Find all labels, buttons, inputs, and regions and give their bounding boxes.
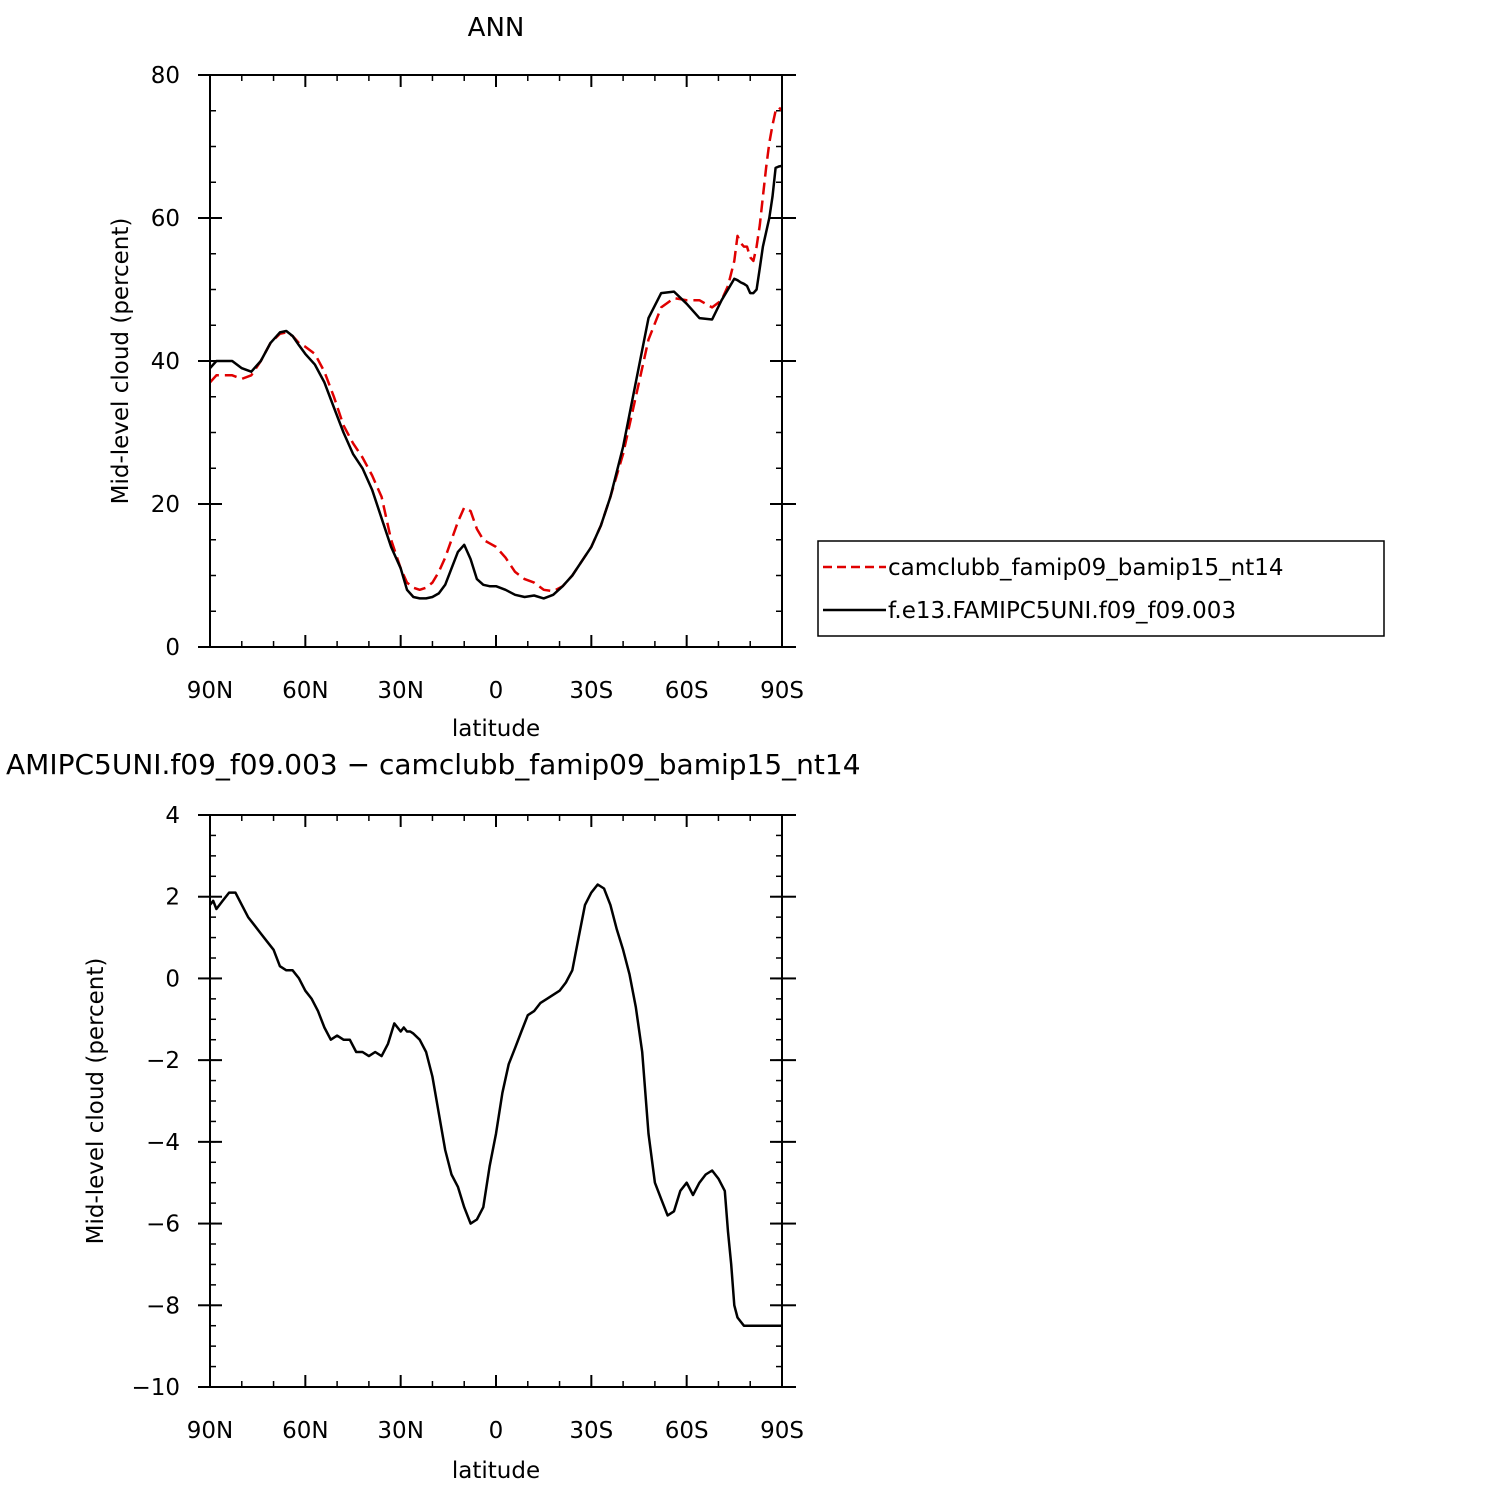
top-y-tick-label: 20 bbox=[151, 492, 180, 518]
bottom-y-tick-label: −8 bbox=[146, 1293, 180, 1319]
top-y-tick-label: 0 bbox=[165, 635, 180, 661]
bottom-x-tick-label: 90S bbox=[760, 1418, 804, 1444]
bottom-plot-frame bbox=[209, 814, 783, 1388]
top-x-tick-label: 60S bbox=[665, 678, 709, 704]
top-series-group bbox=[209, 105, 783, 600]
bottom-x-tick-label: 30N bbox=[377, 1418, 423, 1444]
top-x-tick-label: 90N bbox=[187, 678, 233, 704]
bottom-x-tick-label: 90N bbox=[187, 1418, 233, 1444]
bottom-y-axis-label: Mid-level cloud (percent) bbox=[83, 958, 109, 1245]
bottom-x-tick-label: 60S bbox=[665, 1418, 709, 1444]
top-series-line-1 bbox=[209, 164, 783, 600]
legend: camclubb_famip09_bamip15_nt14 f.e13.FAMI… bbox=[817, 540, 1385, 637]
top-y-tick-label: 60 bbox=[151, 206, 180, 232]
top-chart-title: ANN bbox=[468, 13, 525, 43]
top-x-axis-label: latitude bbox=[452, 716, 540, 742]
bottom-y-tick-label: −4 bbox=[146, 1130, 180, 1156]
bottom-y-tick-label: 0 bbox=[165, 966, 180, 992]
bottom-x-tick-label: 60N bbox=[282, 1418, 328, 1444]
top-y-tick-label: 80 bbox=[151, 63, 180, 89]
legend-box bbox=[817, 540, 1385, 637]
bottom-y-tick-label: 2 bbox=[165, 885, 180, 911]
legend-label-fe13: f.e13.FAMIPC5UNI.f09_f09.003 bbox=[888, 598, 1236, 624]
bottom-ticks: 90N 60N 30N 0 30S 60S 90S −10 −8 −6 −4 −2 0 2 4 bbox=[131, 803, 803, 1444]
top-x-tick-label: 0 bbox=[489, 678, 504, 704]
top-x-tick-label: 90S bbox=[760, 678, 804, 704]
bottom-x-axis-label: latitude bbox=[452, 1458, 540, 1484]
bottom-y-tick-label: −10 bbox=[131, 1375, 180, 1401]
top-series-line-0 bbox=[209, 105, 783, 593]
top-y-tick-label: 40 bbox=[151, 349, 180, 375]
bottom-x-tick-label: 30S bbox=[569, 1418, 613, 1444]
top-panel: ANN latitude Mid-level cloud (percent) 9… bbox=[108, 13, 804, 742]
top-plot-frame bbox=[209, 74, 783, 648]
bottom-y-tick-label: 4 bbox=[165, 803, 180, 829]
top-x-tick-label: 30S bbox=[569, 678, 613, 704]
bottom-y-tick-label: −6 bbox=[146, 1212, 180, 1238]
bottom-y-tick-label: −2 bbox=[146, 1048, 180, 1074]
bottom-series-group bbox=[209, 883, 782, 1327]
top-y-axis-label: Mid-level cloud (percent) bbox=[108, 218, 134, 505]
top-x-tick-label: 60N bbox=[282, 678, 328, 704]
bottom-series-line-0 bbox=[209, 883, 782, 1327]
bottom-x-tick-label: 0 bbox=[489, 1418, 504, 1444]
top-ticks: 90N 60N 30N 0 30S 60S 90S 0 20 40 60 80 bbox=[151, 63, 804, 704]
bottom-chart-title: AMIPC5UNI.f09_f09.003 − camclubb_famip09… bbox=[6, 748, 861, 781]
top-x-tick-label: 30N bbox=[377, 678, 423, 704]
legend-label-camclubb: camclubb_famip09_bamip15_nt14 bbox=[888, 555, 1284, 581]
bottom-panel: AMIPC5UNI.f09_f09.003 − camclubb_famip09… bbox=[6, 748, 861, 1484]
